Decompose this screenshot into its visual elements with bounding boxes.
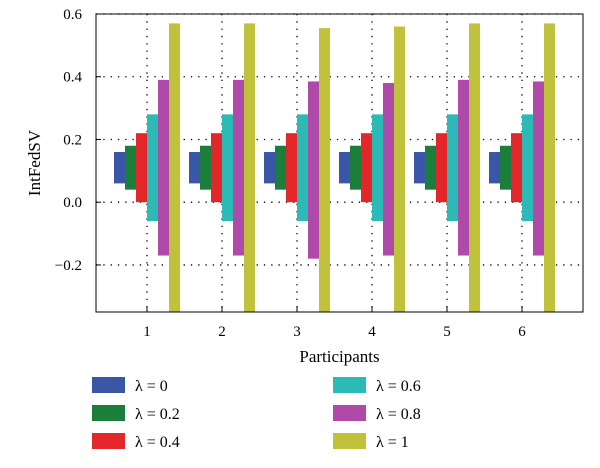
bar xyxy=(319,28,330,313)
x-tick-label: 1 xyxy=(143,324,151,340)
x-tick-label: 6 xyxy=(518,324,526,340)
bar xyxy=(458,79,469,256)
bar xyxy=(544,23,555,313)
bar xyxy=(244,23,255,313)
y-axis-title: IntFedSV xyxy=(25,129,44,196)
bar xyxy=(308,81,319,259)
legend-label: λ = 0.6 xyxy=(376,378,421,395)
legend-swatch xyxy=(333,405,366,421)
bar xyxy=(394,26,405,313)
legend: λ = 0 λ = 0.2 λ = 0.4 λ = 0.6 λ = 0.8 λ = 1 xyxy=(92,377,421,451)
axis-ticks xyxy=(96,13,523,312)
legend-swatch xyxy=(92,405,125,421)
legend-label: λ = 0 xyxy=(135,378,168,395)
bar xyxy=(297,114,308,222)
bar xyxy=(414,152,425,184)
bar xyxy=(383,83,394,256)
y-tick-label: 0.2 xyxy=(63,132,82,148)
legend-label: λ = 0.2 xyxy=(135,406,180,423)
y-tick-label: 0.4 xyxy=(63,70,82,86)
plot-frame xyxy=(95,13,584,313)
bar xyxy=(372,114,383,222)
bar xyxy=(125,145,136,190)
bar xyxy=(286,133,297,203)
bar xyxy=(200,145,211,190)
bar xyxy=(489,152,500,184)
bar xyxy=(158,79,169,256)
bar xyxy=(350,145,361,190)
bar xyxy=(447,114,458,222)
x-tick-label: 3 xyxy=(293,324,301,340)
bar xyxy=(233,79,244,256)
legend-swatch xyxy=(92,433,125,449)
bar xyxy=(275,145,286,190)
bar xyxy=(189,152,200,184)
bar xyxy=(222,114,233,222)
legend-label: λ = 0.8 xyxy=(376,406,421,423)
legend-swatch xyxy=(333,377,366,393)
x-axis-title: Participants xyxy=(299,347,379,366)
bar xyxy=(264,152,275,184)
x-tick-label: 4 xyxy=(368,324,376,340)
bar xyxy=(147,114,158,222)
bar xyxy=(500,145,511,190)
bar xyxy=(511,133,522,203)
legend-swatch xyxy=(92,377,125,393)
legend-label: λ = 0.4 xyxy=(135,434,180,451)
bar xyxy=(361,133,372,203)
bar xyxy=(436,133,447,203)
y-tick-label: −0.2 xyxy=(55,258,82,274)
legend-swatch xyxy=(333,433,366,449)
bar xyxy=(533,81,544,256)
bar xyxy=(211,133,222,203)
bar xyxy=(469,23,480,313)
x-tick-label: 5 xyxy=(443,324,451,340)
legend-label: λ = 1 xyxy=(376,434,409,451)
y-tick-label: 0.0 xyxy=(63,195,82,211)
bar xyxy=(136,133,147,203)
bars-group xyxy=(114,23,555,313)
x-tick-labels: 1 2 3 4 5 6 xyxy=(143,324,526,340)
bar xyxy=(339,152,350,184)
bar xyxy=(169,23,180,313)
bar xyxy=(114,152,125,184)
y-tick-labels: 0.6 0.4 0.2 0.0 −0.2 xyxy=(55,7,83,274)
y-tick-label: 0.6 xyxy=(63,7,82,23)
bar xyxy=(425,145,436,190)
bar xyxy=(522,114,533,222)
x-tick-label: 2 xyxy=(218,324,226,340)
